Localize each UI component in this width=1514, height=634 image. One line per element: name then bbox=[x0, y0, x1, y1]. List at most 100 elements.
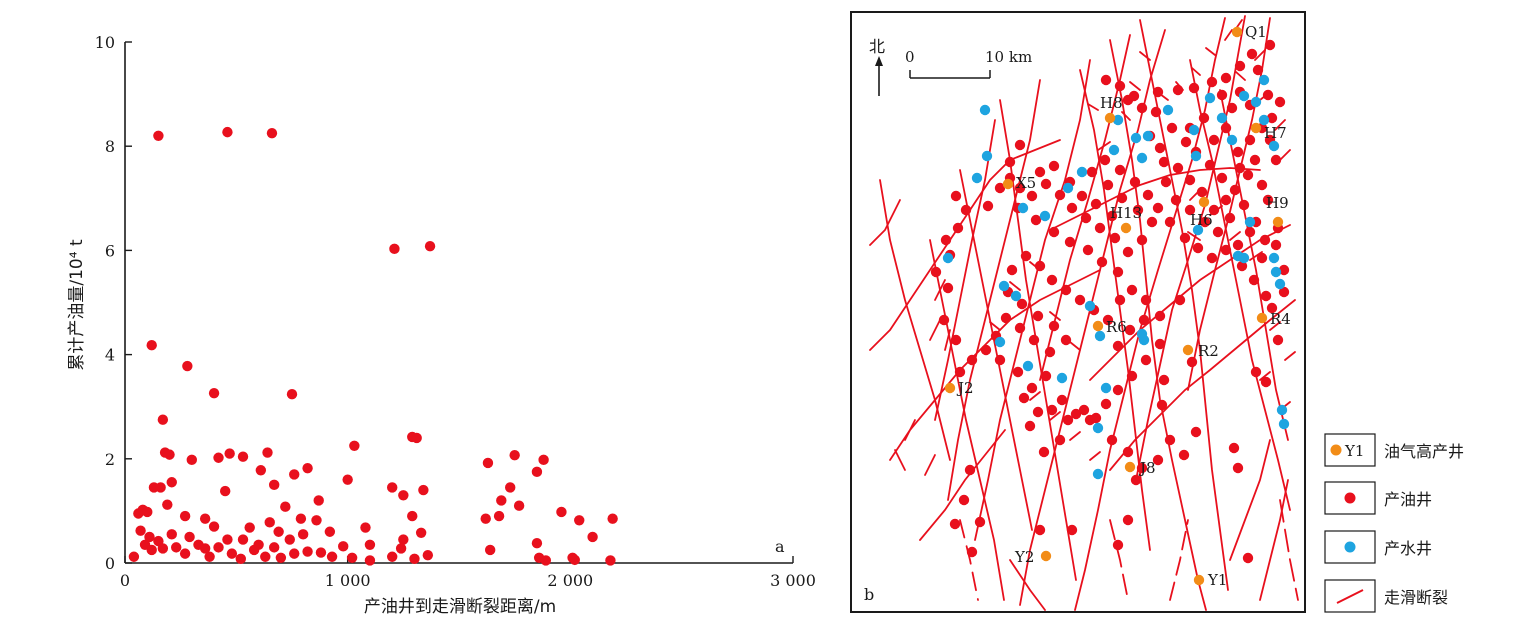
y-tick-label: 8 bbox=[105, 137, 115, 156]
well-label-j2: J2 bbox=[956, 379, 974, 397]
oil-well-marker bbox=[1232, 239, 1244, 251]
scatter-point bbox=[204, 551, 215, 562]
oil-well-marker bbox=[994, 182, 1006, 194]
oil-well-marker bbox=[1228, 442, 1240, 454]
scale-end-label: 10 km bbox=[985, 48, 1032, 66]
high-yield-well-marker bbox=[1002, 178, 1014, 190]
well-labels: Q1 H8 H7 X5 H13 H6 H9 R6 R4 R2 J2 J8 Y2 … bbox=[956, 23, 1291, 589]
oil-well-marker bbox=[1178, 449, 1190, 461]
water-well-marker bbox=[1092, 468, 1104, 480]
oil-well-marker bbox=[1126, 370, 1138, 382]
oil-well-marker bbox=[1199, 216, 1211, 228]
scatter-point bbox=[128, 551, 140, 562]
oil-well-marker bbox=[1229, 184, 1241, 196]
scatter-point bbox=[146, 544, 157, 556]
legend-red-dot-icon bbox=[1344, 492, 1356, 504]
scatter-point bbox=[157, 414, 169, 425]
scatter-point bbox=[179, 510, 191, 522]
y-tick-label: 4 bbox=[105, 346, 115, 365]
scatter-point bbox=[387, 551, 398, 562]
scatter-points bbox=[128, 126, 618, 566]
scatter-point bbox=[482, 457, 494, 469]
water-well-marker bbox=[1017, 202, 1029, 214]
oil-well-marker bbox=[1096, 256, 1108, 268]
scatter-point bbox=[157, 543, 169, 554]
scatter-point bbox=[153, 130, 164, 141]
oil-well-marker bbox=[1216, 172, 1228, 184]
oil-well-marker bbox=[1060, 334, 1072, 346]
well-label-y2: Y2 bbox=[1014, 548, 1034, 566]
legend-blue-dot-icon bbox=[1344, 541, 1356, 553]
oil-well-marker bbox=[1018, 392, 1030, 404]
scatter-point bbox=[295, 513, 307, 524]
scatter-point bbox=[513, 500, 525, 511]
high-yield-well-marker bbox=[1124, 461, 1136, 473]
high-yield-well-marker bbox=[1104, 112, 1116, 124]
oil-well-marker bbox=[1166, 122, 1178, 134]
oil-well-marker bbox=[1122, 446, 1134, 458]
oil-well-marker bbox=[1100, 74, 1112, 86]
oil-well-marker bbox=[1074, 294, 1086, 306]
water-well-marker bbox=[1010, 290, 1022, 302]
oil-well-marker bbox=[1080, 212, 1092, 224]
scatter-point bbox=[213, 452, 224, 463]
x-tick-label: 1 000 bbox=[325, 571, 371, 590]
well-label-x5: X5 bbox=[1016, 174, 1036, 192]
fault-map-b: 北 0 10 km Q1 H8 H7 X5 H13 H6 H9 R6 R4 R2… bbox=[850, 11, 1306, 613]
oil-well-marker bbox=[1266, 302, 1278, 314]
legend-item-oil: 产油井 bbox=[1324, 481, 1432, 515]
scatter-point bbox=[208, 387, 220, 399]
oil-well-marker bbox=[1064, 236, 1076, 248]
map-frame bbox=[850, 11, 1306, 613]
oil-well-marker bbox=[1244, 226, 1256, 238]
oil-well-marker bbox=[1122, 246, 1134, 258]
oil-well-marker bbox=[1152, 202, 1164, 214]
legend-box-water bbox=[1324, 530, 1376, 564]
high-yield-well-marker bbox=[1231, 26, 1243, 38]
water-well-marker bbox=[1094, 330, 1106, 342]
oil-well-marker bbox=[1179, 232, 1191, 244]
oil-well-marker bbox=[1034, 166, 1046, 178]
high-yield-well-marker bbox=[1256, 312, 1268, 324]
oil-well-marker bbox=[1164, 216, 1176, 228]
scatter-point bbox=[409, 553, 420, 565]
oil-well-marker bbox=[1040, 370, 1052, 382]
oil-well-marker bbox=[1112, 539, 1124, 551]
oil-well-marker bbox=[1154, 142, 1166, 154]
oil-well-marker bbox=[1129, 176, 1141, 188]
oil-well-marker bbox=[1000, 312, 1012, 324]
oil-well-marker bbox=[1246, 48, 1258, 60]
scatter-point bbox=[496, 495, 507, 506]
y-tick-label: 0 bbox=[105, 554, 115, 573]
scatter-point bbox=[237, 451, 249, 462]
water-well-marker bbox=[1130, 132, 1142, 144]
oil-well-marker bbox=[1136, 102, 1148, 114]
scatter-point bbox=[574, 515, 585, 526]
scatter-point bbox=[273, 526, 284, 537]
oil-well-marker bbox=[1086, 166, 1098, 178]
scale-bar: 0 10 km bbox=[905, 48, 1032, 79]
water-well-marker bbox=[1112, 114, 1124, 126]
scatter-point bbox=[346, 552, 358, 563]
oil-well-marker bbox=[974, 516, 986, 528]
oil-well-marker bbox=[1270, 239, 1282, 251]
scatter-point bbox=[164, 449, 175, 460]
scatter-point bbox=[284, 534, 295, 545]
legend-item-water: 产水井 bbox=[1324, 530, 1432, 564]
scatter-point bbox=[286, 388, 298, 400]
north-arrow: 北 bbox=[869, 37, 885, 96]
scatter-point bbox=[146, 340, 157, 351]
oil-well-marker bbox=[1012, 366, 1024, 378]
scatter-point bbox=[171, 542, 182, 553]
oil-well-marker bbox=[1150, 106, 1162, 118]
oil-well-marker bbox=[1140, 294, 1152, 306]
oil-well-marker bbox=[1232, 462, 1244, 474]
oil-well-marker bbox=[1196, 186, 1208, 198]
scatter-point bbox=[569, 554, 580, 566]
scatter-point bbox=[142, 506, 153, 518]
oil-well-marker bbox=[1090, 412, 1102, 424]
scatter-point bbox=[166, 529, 177, 540]
y-tick-label: 6 bbox=[105, 241, 115, 260]
scatter-point bbox=[289, 548, 300, 559]
oil-well-marker bbox=[1142, 189, 1154, 201]
